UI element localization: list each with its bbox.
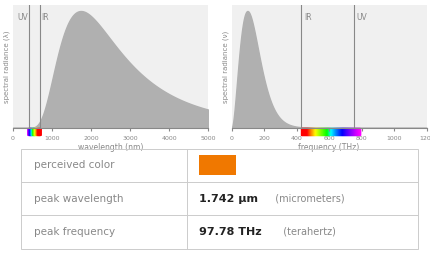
Text: perceived color: perceived color <box>34 160 114 170</box>
Text: UV: UV <box>17 12 28 21</box>
Y-axis label: spectral radiance (ν): spectral radiance (ν) <box>222 30 228 103</box>
Bar <box>21 149 418 249</box>
Text: IR: IR <box>41 12 48 21</box>
X-axis label: frequency (THz): frequency (THz) <box>298 143 359 152</box>
Text: UV: UV <box>355 12 366 21</box>
Text: peak frequency: peak frequency <box>34 227 114 237</box>
Text: (terahertz): (terahertz) <box>276 227 335 237</box>
Text: 1.742 μm: 1.742 μm <box>199 194 258 204</box>
Text: IR: IR <box>303 12 311 21</box>
X-axis label: wavelength (nm): wavelength (nm) <box>78 143 143 152</box>
Text: peak wavelength: peak wavelength <box>34 194 123 204</box>
Text: (micrometers): (micrometers) <box>268 194 344 204</box>
Y-axis label: spectral radiance (λ): spectral radiance (λ) <box>3 30 10 103</box>
Text: 97.78 THz: 97.78 THz <box>199 227 261 237</box>
FancyBboxPatch shape <box>199 155 236 175</box>
